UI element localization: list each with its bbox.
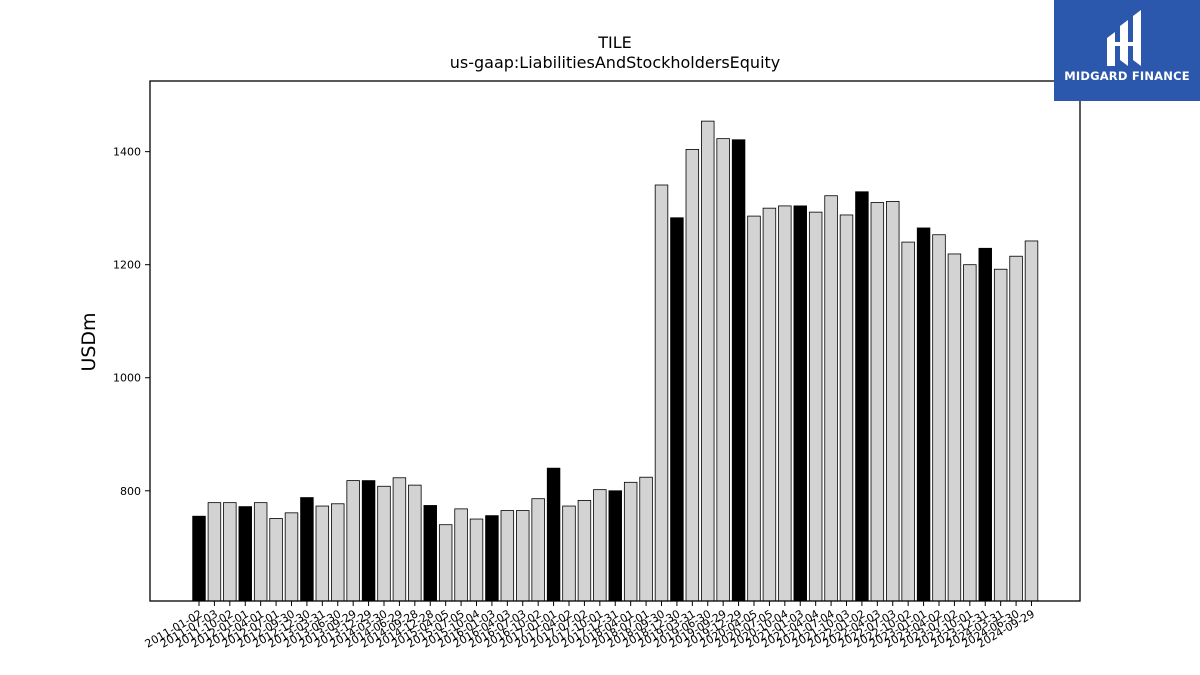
bar-2014-09-28 [423,505,437,602]
bar-2016-07-03 [531,498,545,602]
bar-2011-01-02 [192,515,206,602]
bar-2014-06-29 [408,484,422,602]
bar-2023-04-02 [947,253,962,602]
bar-2016-10-02 [546,467,561,602]
brand-logo: MIDGARD FINANCE [1054,0,1200,101]
bar-2015-10-04 [485,515,499,602]
bar-2020-04-05 [762,207,777,602]
bar-2019-09-29 [731,139,746,602]
y-tick-label: 1400 [113,146,141,159]
bar-2018-04-01 [639,476,653,602]
bar-2012-07-01 [284,512,299,602]
bar-2017-12-31 [623,481,638,602]
bar-2011-07-03 [223,502,237,602]
y-axis: 800 1000 1200 1400 [113,146,150,498]
bar-2012-09-30 [300,497,314,602]
bar-2023-10-01 [978,247,992,602]
bar-2023-12-31 [993,268,1008,602]
bar-2024-03-31 [1009,255,1023,602]
bar-2022-07-03 [901,241,915,602]
bar-2013-09-29 [361,480,376,602]
bar-2016-01-03 [500,510,515,602]
bar-2017-01-01 [562,505,576,602]
bar-2015-04-05 [454,508,468,602]
bar-2023-01-01 [932,234,946,602]
bar-2014-03-30 [392,477,407,602]
chart-title: TILE [597,33,632,52]
bars-layer [192,120,1039,602]
bar-2011-04-03 [207,502,222,602]
bar-2022-01-02 [870,202,885,602]
bar-2017-07-02 [593,489,607,602]
bar-2017-04-02 [577,499,592,602]
plot-frame [149,80,1081,602]
chart-subtitle: us-gaap:LiabilitiesAndStockholdersEquity [450,53,781,72]
brand-mark-icon [1107,10,1141,66]
bar-2012-12-30 [315,505,330,602]
y-tick-label: 1200 [113,259,141,272]
bar-2014-12-28 [438,524,453,602]
bar-2015-07-05 [469,518,484,602]
bar-2022-04-03 [886,200,900,602]
bar-2019-03-31 [701,120,715,602]
bar-2013-03-31 [331,503,345,602]
bar-2024-06-30 [1024,240,1039,602]
bar-2018-07-01 [654,184,669,602]
bar-2021-01-03 [808,211,823,602]
bar-2023-07-02 [963,264,977,602]
bar-2022-10-02 [916,227,931,602]
bar-2018-09-30 [670,217,684,602]
bar-2019-06-30 [716,138,730,602]
brand-name: MIDGARD FINANCE [1064,69,1190,83]
bar-2013-12-29 [377,485,391,602]
bar-2012-01-01 [253,502,268,602]
bar-2019-12-29 [747,215,761,602]
bar-2020-10-04 [793,205,807,602]
bar-2016-04-03 [516,510,530,602]
bar-2013-06-30 [346,480,360,602]
bar-2012-04-01 [269,518,283,602]
bar-2020-07-05 [778,205,792,602]
bar-2018-12-30 [685,148,700,602]
y-axis-label: USDm [78,312,100,371]
bar-2021-10-03 [855,191,869,602]
y-tick-label: 800 [120,485,141,498]
bar-2021-07-04 [839,214,854,602]
x-axis: 2011-01-022011-07-032011-10-022012-01-01… [143,601,1037,651]
bar-2017-10-01 [608,490,622,602]
bar-2021-04-04 [824,195,838,602]
y-tick-label: 1000 [113,372,141,385]
bar-2011-10-02 [238,506,252,602]
